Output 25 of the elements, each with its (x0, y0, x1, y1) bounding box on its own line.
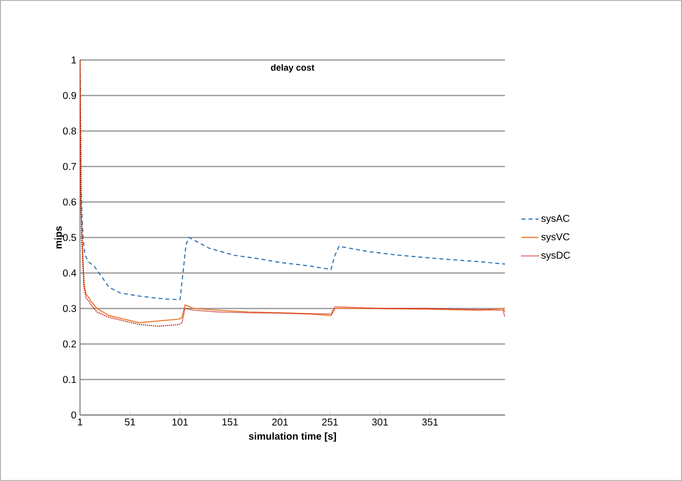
x-tick-label: 251 (322, 418, 338, 426)
chart-title: delay cost (270, 64, 314, 72)
y-tick-label: 0.1 (63, 376, 76, 384)
x-tick-label: 1 (78, 418, 82, 426)
x-tick-label: 201 (272, 418, 288, 426)
y-tick-label: 0.5 (63, 234, 76, 242)
x-tick-label: 351 (422, 418, 438, 426)
x-tick-label: 151 (222, 418, 238, 426)
y-tick-label: 0.6 (63, 198, 76, 206)
legend-label: sysDC (541, 252, 570, 261)
y-tick-label: 0.4 (63, 269, 76, 277)
y-axis-title: mips (54, 226, 64, 248)
y-tick-label: 0.3 (63, 304, 76, 312)
y-tick-label: 0 (71, 411, 76, 419)
y-tick-label: 0.8 (63, 127, 76, 135)
x-tick-label: 101 (172, 418, 188, 426)
legend-label: sysVC (541, 233, 570, 242)
y-tick-label: 1 (72, 56, 76, 64)
x-axis-title: simulation time [s] (248, 432, 336, 442)
x-tick-label: 51 (124, 418, 136, 426)
x-tick-label: 301 (372, 418, 388, 426)
y-tick-label: 0.7 (63, 162, 76, 170)
legend-label: sysAC (541, 214, 570, 224)
y-tick-label: 0.2 (63, 340, 76, 348)
y-tick-label: 0.9 (63, 92, 76, 100)
